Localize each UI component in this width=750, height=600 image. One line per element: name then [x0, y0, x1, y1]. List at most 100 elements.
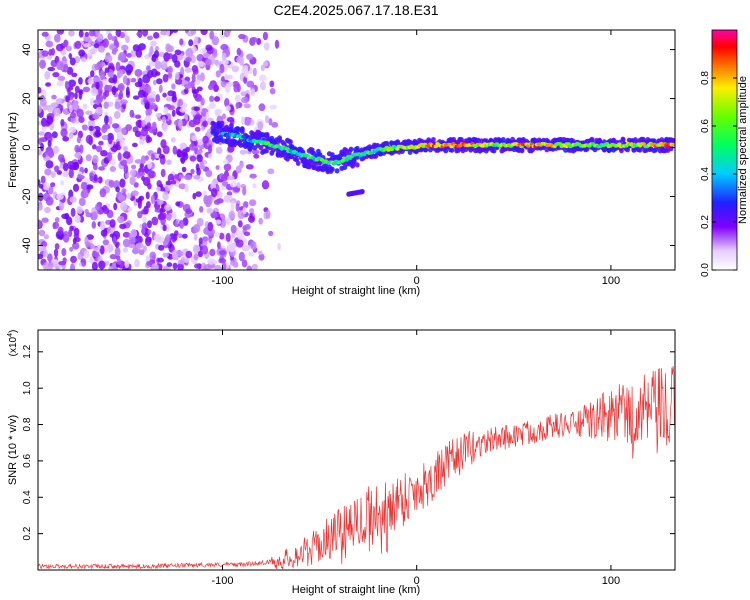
- noise-cell: [159, 212, 167, 220]
- noise-cell: [202, 236, 209, 242]
- noise-cell: [67, 89, 72, 98]
- noise-cell: [228, 210, 236, 220]
- noise-cell: [156, 186, 161, 192]
- noise-cell: [145, 115, 152, 123]
- x-tick-label: 100: [602, 275, 620, 287]
- noise-cell: [170, 180, 177, 185]
- noise-cell: [225, 232, 231, 242]
- noise-cell: [68, 30, 75, 37]
- noise-cell: [253, 153, 260, 159]
- noise-cell: [114, 101, 121, 110]
- noise-cell: [222, 113, 226, 119]
- noise-cell: [185, 208, 193, 215]
- noise-cell: [227, 74, 233, 80]
- noise-cell: [129, 176, 136, 186]
- noise-cell: [81, 258, 87, 267]
- noise-cell: [78, 77, 83, 85]
- noise-cell: [251, 149, 260, 155]
- noise-cell: [215, 191, 223, 199]
- noise-cell: [185, 250, 193, 259]
- noise-cell: [205, 207, 214, 214]
- noise-cell: [41, 31, 49, 37]
- ridge-halo-cell: [215, 129, 220, 135]
- noise-cell: [50, 182, 56, 188]
- noise-cell: [174, 72, 180, 80]
- noise-cell: [161, 116, 166, 123]
- noise-cell: [259, 81, 267, 91]
- noise-cell: [249, 173, 257, 179]
- snr-multiplier-prefix: (x10: [8, 336, 19, 356]
- noise-cell: [92, 144, 97, 150]
- noise-cell: [235, 102, 240, 109]
- noise-cell: [208, 153, 213, 160]
- noise-cell: [76, 206, 84, 215]
- noise-cell: [92, 154, 99, 164]
- noise-cell: [205, 111, 210, 121]
- noise-cell: [172, 30, 178, 33]
- noise-cell: [191, 73, 196, 83]
- noise-cell: [100, 61, 105, 68]
- noise-cell: [147, 97, 156, 103]
- noise-cell: [221, 52, 227, 62]
- ridge-halo-cell: [229, 122, 234, 129]
- noise-cell: [64, 80, 69, 90]
- noise-cell: [134, 235, 143, 244]
- noise-cell: [210, 188, 218, 198]
- noise-cell: [102, 239, 110, 246]
- noise-cell: [236, 47, 242, 56]
- noise-cell: [192, 68, 199, 75]
- noise-cell: [69, 104, 73, 113]
- noise-cell: [63, 39, 68, 48]
- noise-cell: [73, 232, 80, 240]
- noise-cell: [180, 156, 186, 164]
- noise-cell: [156, 131, 163, 138]
- noise-cell: [129, 109, 135, 118]
- noise-cell: [133, 95, 140, 100]
- noise-cell: [248, 251, 254, 257]
- noise-cell: [197, 138, 204, 146]
- noise-cell: [117, 83, 125, 92]
- noise-cell: [106, 244, 114, 253]
- noise-cell: [267, 168, 275, 175]
- noise-cell: [130, 49, 138, 58]
- noise-cell: [230, 224, 237, 234]
- x-tick-label: -100: [211, 575, 233, 587]
- noise-cell: [78, 30, 84, 38]
- noise-cell: [109, 219, 116, 228]
- noise-cell: [122, 231, 131, 238]
- noise-cell: [85, 110, 93, 116]
- noise-cell: [83, 250, 90, 259]
- noise-cell: [155, 78, 163, 85]
- noise-cell: [99, 220, 106, 231]
- noise-cell: [225, 216, 231, 226]
- noise-cell: [207, 258, 215, 265]
- noise-cell: [171, 83, 176, 90]
- noise-cell: [214, 96, 220, 102]
- noise-cell: [38, 204, 43, 211]
- y-tick-label: 0.6: [22, 454, 33, 468]
- noise-cell: [145, 191, 150, 200]
- ridge-halo-cell: [423, 147, 428, 153]
- colorbar-tick-label: 0.4: [700, 167, 711, 181]
- noise-cell: [246, 265, 253, 270]
- noise-cell: [258, 250, 263, 256]
- noise-cell: [193, 233, 198, 241]
- noise-cell: [174, 49, 182, 56]
- noise-cell: [223, 30, 230, 38]
- noise-cell: [277, 242, 281, 251]
- noise-cell: [263, 42, 270, 51]
- noise-cell: [212, 36, 219, 46]
- noise-cell: [138, 43, 146, 51]
- noise-cell: [197, 250, 203, 258]
- noise-cell: [199, 206, 204, 213]
- noise-cell: [263, 61, 269, 67]
- noise-cell: [100, 229, 108, 237]
- noise-cell: [171, 101, 178, 107]
- noise-cell: [145, 134, 151, 144]
- noise-cell: [208, 144, 213, 154]
- ridge-halo-cell: [519, 147, 525, 153]
- noise-cell: [135, 242, 144, 249]
- noise-cell: [227, 175, 235, 181]
- noise-cell: [149, 102, 158, 110]
- noise-cell: [111, 85, 117, 96]
